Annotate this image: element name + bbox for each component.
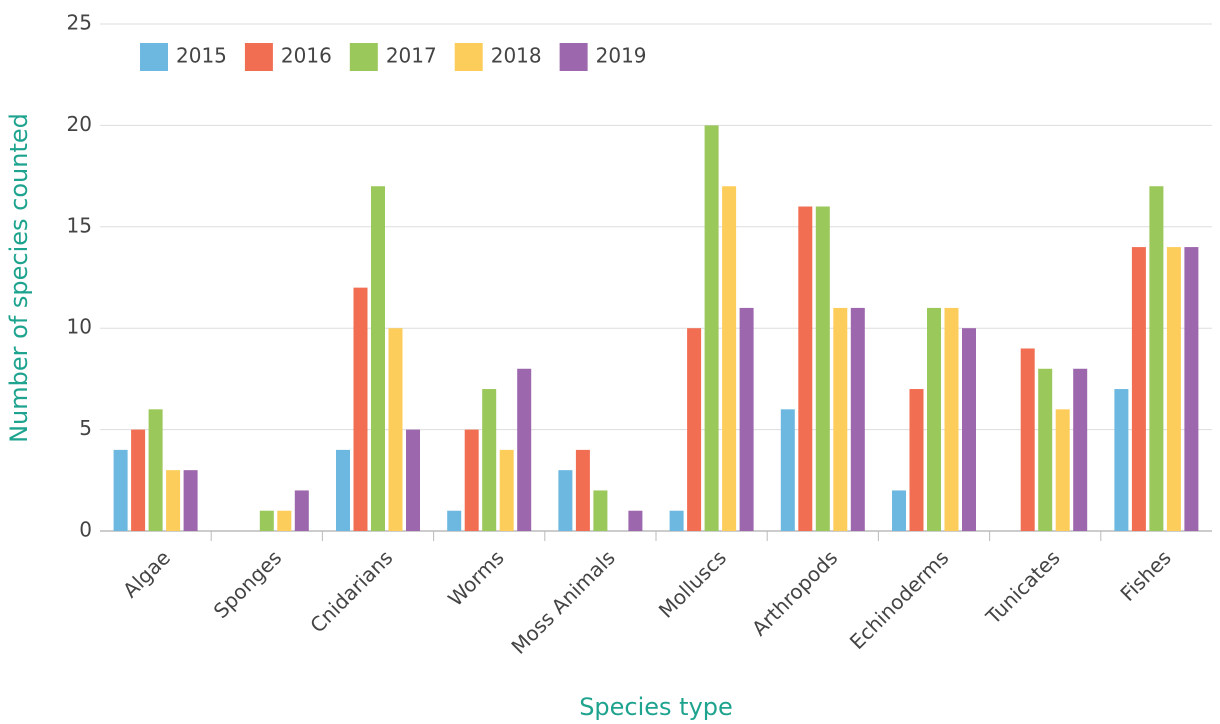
x-tick-label: Molluscs: [654, 545, 731, 622]
legend-label: 2017: [386, 44, 437, 68]
x-tick-label: Tunicates: [981, 545, 1065, 629]
y-axis-title: Number of species counted: [5, 113, 33, 443]
bar: [927, 308, 941, 531]
bar: [781, 409, 795, 531]
bar: [628, 511, 642, 531]
bar: [131, 430, 145, 531]
legend-swatch: [350, 43, 378, 71]
x-tick-label: Sponges: [209, 545, 287, 623]
bar: [962, 328, 976, 531]
legend-swatch: [245, 43, 273, 71]
bar: [1132, 247, 1146, 531]
legend-label: 2019: [596, 44, 647, 68]
x-tick-label: Worms: [443, 545, 508, 610]
bar: [892, 490, 906, 531]
x-tick-label: Moss Animals: [506, 545, 619, 658]
bar: [295, 490, 309, 531]
x-tick-label: Arthropods: [747, 545, 842, 640]
bar: [277, 511, 291, 531]
bar: [740, 308, 754, 531]
bar: [184, 470, 198, 531]
bar: [945, 308, 959, 531]
bar: [465, 430, 479, 531]
bar: [114, 450, 128, 531]
y-tick-label: 0: [79, 518, 92, 542]
bar: [1038, 369, 1052, 531]
y-tick-label: 5: [79, 416, 92, 440]
y-tick-label: 15: [67, 213, 92, 237]
bar: [354, 288, 368, 531]
chart: Species type Number of species counted 0…: [0, 0, 1220, 724]
bar: [798, 207, 812, 531]
x-tick-label: Fishes: [1115, 545, 1175, 605]
bar: [558, 470, 572, 531]
bar: [816, 207, 830, 531]
bar: [1056, 409, 1070, 531]
bar: [833, 308, 847, 531]
bar: [670, 511, 684, 531]
bar: [1167, 247, 1181, 531]
legend-label: 2018: [491, 44, 542, 68]
bar: [722, 186, 736, 531]
bar: [447, 511, 461, 531]
bar: [500, 450, 514, 531]
y-tick-label: 10: [67, 315, 92, 339]
bar: [482, 389, 496, 531]
x-tick-label: Echinoderms: [845, 545, 954, 654]
bar: [517, 369, 531, 531]
legend-swatch: [560, 43, 588, 71]
bar: [1184, 247, 1198, 531]
bar: [1149, 186, 1163, 531]
bar: [406, 430, 420, 531]
bar: [593, 490, 607, 531]
bar: [687, 328, 701, 531]
x-tick-label: Algae: [118, 545, 175, 602]
legend-swatch: [140, 43, 168, 71]
legend-label: 2016: [281, 44, 332, 68]
bar: [149, 409, 163, 531]
y-tick-label: 20: [67, 112, 92, 136]
bar: [1073, 369, 1087, 531]
bar: [166, 470, 180, 531]
bar: [576, 450, 590, 531]
x-tick-label: Cnidarians: [305, 545, 397, 637]
legend-label: 2015: [176, 44, 227, 68]
bar: [851, 308, 865, 531]
bar: [371, 186, 385, 531]
x-axis-title: Species type: [579, 693, 733, 721]
legend-swatch: [455, 43, 483, 71]
bar: [705, 125, 719, 531]
bar: [336, 450, 350, 531]
bar: [910, 389, 924, 531]
y-tick-label: 25: [67, 11, 92, 35]
bar: [1021, 348, 1035, 531]
bar: [1114, 389, 1128, 531]
bar: [260, 511, 274, 531]
bar: [389, 328, 403, 531]
